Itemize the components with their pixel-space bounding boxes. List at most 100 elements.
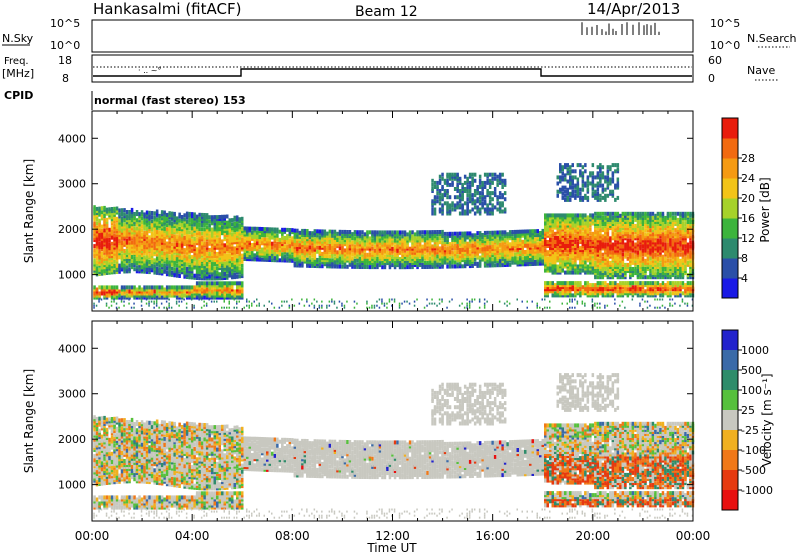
power-cell bbox=[128, 255, 131, 259]
power-cell bbox=[205, 247, 209, 252]
power-cell bbox=[93, 211, 96, 216]
power-cell bbox=[223, 306, 225, 309]
power-cell bbox=[276, 241, 279, 246]
power-cell bbox=[105, 232, 109, 237]
power-cell bbox=[93, 207, 96, 212]
power-cell bbox=[160, 242, 164, 247]
power-cell bbox=[451, 244, 454, 249]
power-cell bbox=[216, 215, 219, 220]
power-cell bbox=[373, 230, 377, 235]
power-cell bbox=[138, 236, 141, 241]
power-cell bbox=[243, 230, 246, 235]
power-cell bbox=[228, 283, 231, 288]
power-cell bbox=[571, 300, 573, 303]
power-cell bbox=[238, 274, 241, 279]
power-cell bbox=[478, 191, 482, 196]
power-cell bbox=[371, 306, 373, 309]
power-cell bbox=[526, 249, 529, 254]
power-cell bbox=[120, 236, 124, 241]
freq-left-tick-top: 18 bbox=[58, 54, 72, 67]
power-cell bbox=[546, 213, 549, 218]
power-cell bbox=[145, 243, 149, 248]
power-cell bbox=[183, 237, 186, 242]
power-cell bbox=[261, 247, 264, 252]
power-cell bbox=[343, 306, 346, 309]
power-cell bbox=[561, 195, 564, 200]
power-cell bbox=[133, 228, 136, 233]
power-cell bbox=[241, 237, 244, 242]
power-cell bbox=[591, 231, 595, 236]
power-cell bbox=[468, 249, 472, 254]
power-cell bbox=[401, 263, 404, 268]
power-cell bbox=[120, 300, 123, 303]
power-cell bbox=[281, 300, 283, 303]
power-cell bbox=[391, 298, 393, 301]
power-cell bbox=[473, 261, 477, 266]
power-cell bbox=[133, 302, 135, 305]
power-cell bbox=[446, 189, 449, 193]
power-cell bbox=[110, 235, 114, 240]
power-cell bbox=[483, 302, 486, 305]
power-cell bbox=[183, 242, 186, 246]
power-cell bbox=[163, 251, 166, 256]
power-cell bbox=[313, 237, 317, 242]
power-cell bbox=[118, 243, 121, 248]
power-cell bbox=[170, 285, 174, 290]
power-cell bbox=[118, 208, 121, 213]
power-cell bbox=[228, 269, 231, 274]
power-cell bbox=[150, 241, 154, 246]
power-cell bbox=[208, 291, 211, 296]
power-cell bbox=[311, 245, 314, 250]
power-cell bbox=[110, 209, 114, 214]
power-cell bbox=[368, 230, 372, 235]
power-cell bbox=[218, 237, 221, 242]
power-cell bbox=[195, 271, 199, 276]
power-cell bbox=[544, 240, 547, 244]
power-cell bbox=[241, 218, 244, 223]
power-cell bbox=[584, 163, 587, 168]
power-cell bbox=[203, 247, 206, 252]
power-cell bbox=[100, 285, 104, 290]
power-cell bbox=[216, 241, 219, 246]
power-cell bbox=[103, 242, 106, 247]
power-cell bbox=[503, 191, 507, 196]
power-cell bbox=[581, 179, 585, 184]
power-cell bbox=[226, 259, 229, 264]
power-cell bbox=[221, 229, 224, 234]
power-cell bbox=[223, 218, 226, 223]
power-cell bbox=[173, 211, 176, 216]
power-cell bbox=[140, 253, 144, 258]
power-cell bbox=[591, 163, 595, 168]
power-cell bbox=[93, 205, 96, 210]
power-cell bbox=[158, 252, 161, 257]
power-cell bbox=[263, 239, 266, 244]
power-cell bbox=[155, 252, 159, 257]
power-cell bbox=[408, 302, 411, 305]
power-cell bbox=[491, 257, 494, 262]
power-cell bbox=[223, 229, 226, 233]
power-cell bbox=[236, 258, 239, 263]
power-cell bbox=[226, 241, 229, 246]
power-cell bbox=[263, 243, 266, 248]
power-cell bbox=[175, 255, 179, 260]
power-cell bbox=[468, 209, 472, 214]
power-cell bbox=[150, 231, 154, 236]
power-cell bbox=[213, 254, 216, 258]
power-cell bbox=[263, 227, 266, 232]
power-cell bbox=[163, 214, 166, 219]
power-cell bbox=[448, 256, 452, 261]
power-cell bbox=[418, 258, 422, 263]
power-cell bbox=[155, 295, 159, 300]
power-cell bbox=[236, 231, 239, 236]
power-cell bbox=[188, 248, 191, 253]
power-cell bbox=[133, 285, 136, 290]
power-cell bbox=[451, 207, 454, 212]
power-cell bbox=[216, 300, 218, 303]
power-cell bbox=[451, 298, 453, 301]
power-cell bbox=[128, 210, 131, 214]
power-cell bbox=[579, 191, 582, 196]
power-cell bbox=[135, 265, 139, 270]
power-cell bbox=[200, 274, 204, 279]
power-cell bbox=[406, 250, 409, 255]
power-cell bbox=[170, 260, 174, 265]
